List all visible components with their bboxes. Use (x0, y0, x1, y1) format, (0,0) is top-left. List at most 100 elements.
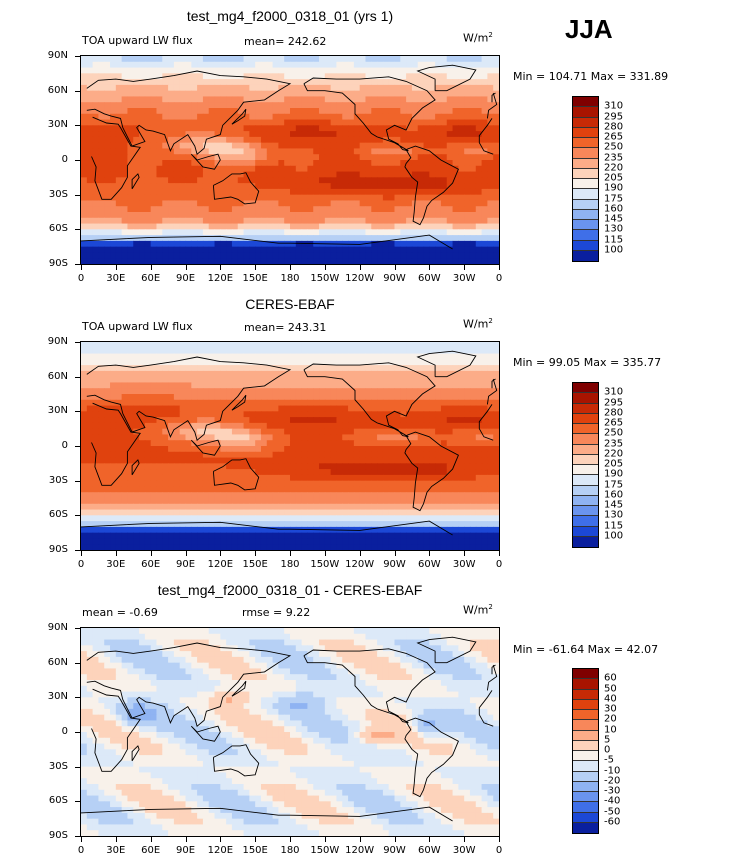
field-cell (115, 258, 123, 264)
field-cell (464, 509, 471, 516)
field-cell (243, 229, 250, 236)
field-cell (469, 67, 477, 74)
field-cell (278, 217, 285, 225)
field-cell (487, 258, 494, 264)
field-cell (266, 73, 274, 80)
field-cell (469, 486, 477, 493)
field-cell (173, 194, 181, 202)
field-cell (353, 61, 361, 69)
field-cell (255, 200, 262, 207)
field-cell (382, 246, 390, 254)
field-cell (115, 388, 123, 395)
field-cell (139, 388, 146, 395)
field-cell (342, 440, 349, 447)
field-cell (458, 96, 465, 103)
field-cell (121, 480, 129, 488)
field-cell (208, 469, 216, 476)
field-cell (243, 359, 250, 366)
field-cell (301, 382, 309, 389)
field-cell (266, 411, 274, 418)
field-cell (469, 353, 477, 360)
field-cell (319, 446, 326, 453)
field-cell (342, 457, 349, 464)
field-cell (324, 194, 332, 202)
field-cell (469, 240, 477, 248)
field-cell (156, 347, 163, 355)
field-cell (313, 96, 320, 103)
field-cell (202, 183, 210, 190)
field-cell (202, 446, 210, 453)
field-cell (237, 503, 245, 511)
field-cell (371, 246, 378, 254)
field-cell (371, 469, 378, 476)
field-cell (81, 342, 88, 349)
lat-tick (75, 125, 80, 127)
field-cell (481, 119, 488, 126)
field-cell (353, 235, 361, 242)
field-cell (81, 188, 88, 196)
field-cell (290, 446, 297, 453)
field-cell (255, 131, 262, 138)
field-cell (446, 252, 454, 259)
field-cell (342, 90, 349, 98)
field-cell (179, 154, 187, 161)
field-cell (377, 194, 384, 202)
field-cell (324, 422, 332, 430)
field-cell (284, 240, 291, 248)
field-cell (81, 394, 88, 401)
field-cell (307, 223, 314, 230)
field-cell (86, 113, 94, 121)
field-cell (464, 177, 471, 184)
field-cell (133, 417, 140, 424)
field-cell (284, 440, 291, 447)
field-cell (295, 428, 303, 436)
field-cell (266, 217, 274, 225)
field-cell (382, 258, 390, 264)
field-cell (272, 183, 279, 190)
field-cell (173, 353, 181, 360)
field-cell (394, 498, 401, 505)
field-cell (162, 440, 169, 447)
field-cell (365, 200, 372, 207)
field-cell (295, 463, 303, 470)
field-cell (179, 342, 187, 349)
field-cell (290, 521, 297, 528)
field-cell (133, 142, 140, 150)
field-cell (162, 486, 169, 493)
field-cell (133, 411, 140, 418)
field-cell (417, 125, 425, 132)
field-cell (290, 370, 297, 378)
field-cell (290, 486, 297, 493)
field-cell (324, 370, 332, 378)
field-cell (336, 440, 343, 447)
field-cell (150, 102, 158, 109)
field-cell (272, 446, 279, 453)
field-cell (324, 376, 332, 384)
field-cell (226, 457, 233, 464)
field-cell (104, 125, 111, 132)
field-cell (435, 503, 442, 511)
field-cell (307, 353, 314, 360)
field-cell (243, 503, 250, 511)
field-cell (295, 119, 303, 126)
field-cell (266, 515, 274, 522)
field-cell (144, 223, 152, 230)
field-cell (121, 113, 129, 121)
field-cell (377, 422, 384, 430)
field-cell (168, 136, 175, 144)
field-cell (406, 67, 413, 74)
field-cell (226, 142, 233, 150)
field-cell (110, 457, 117, 464)
field-cell (400, 428, 407, 436)
field-cell (104, 353, 111, 360)
field-cell (255, 480, 262, 488)
field-cell (324, 492, 332, 499)
field-cell (330, 188, 338, 196)
field-cell (284, 370, 291, 378)
field-cell (231, 125, 239, 132)
field-cell (197, 61, 204, 69)
field-cell (86, 353, 94, 360)
field-cell (290, 194, 297, 202)
field-cell (98, 486, 105, 493)
field-cell (493, 509, 499, 516)
